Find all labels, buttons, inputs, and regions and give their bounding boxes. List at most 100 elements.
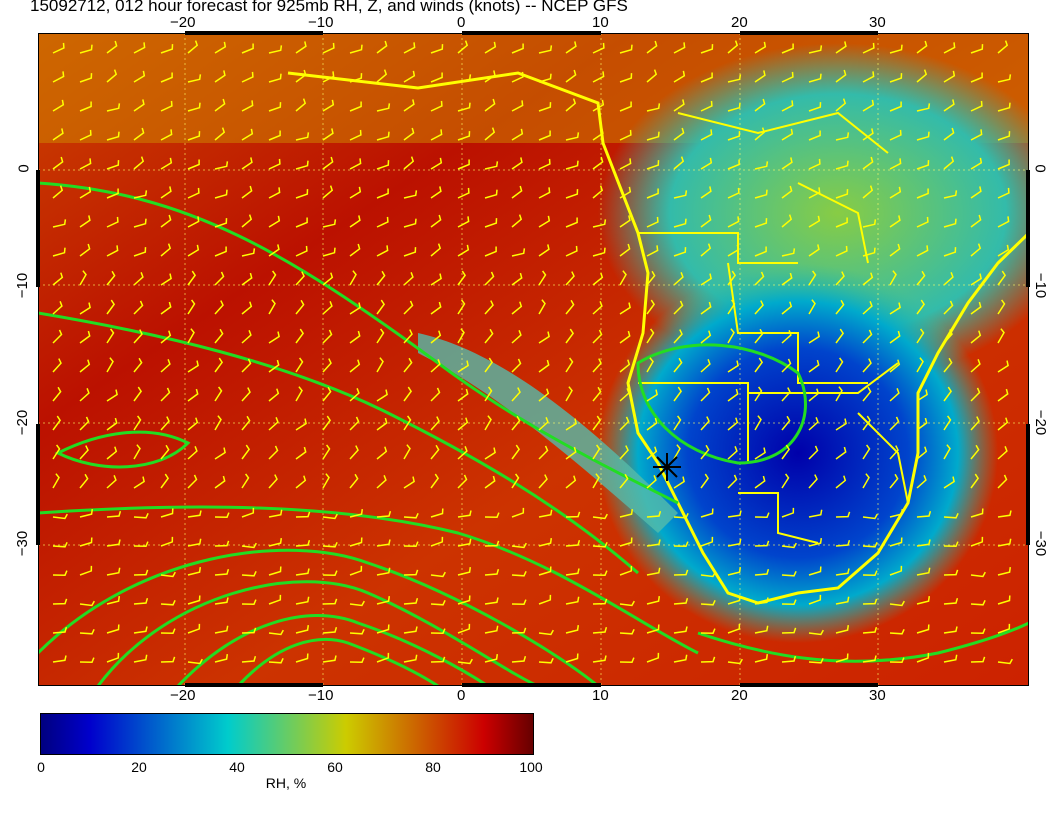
wind-barb xyxy=(268,187,281,199)
wind-barb xyxy=(295,511,311,518)
wind-barb xyxy=(592,626,608,634)
wind-barb xyxy=(565,418,577,431)
wind-barb xyxy=(484,41,497,54)
wind-barb xyxy=(592,247,606,257)
wind-barb xyxy=(646,160,660,170)
wind-barb xyxy=(997,417,1009,431)
wind-barb xyxy=(349,73,363,83)
wind-barb xyxy=(889,186,902,199)
wind-barb xyxy=(457,510,472,518)
wind-barb xyxy=(52,42,65,54)
contour-line xyxy=(38,181,679,505)
wind-barb xyxy=(808,73,822,83)
wind-barb xyxy=(889,388,900,402)
wind-barb xyxy=(214,475,226,489)
wind-barb xyxy=(970,473,980,489)
wind-barb xyxy=(403,329,413,344)
wind-barb xyxy=(862,570,878,576)
wind-barb xyxy=(592,99,605,112)
wind-barb xyxy=(52,99,65,112)
wind-barb xyxy=(754,271,765,286)
wind-barb xyxy=(781,473,790,489)
wind-barb xyxy=(673,99,685,112)
wind-barb xyxy=(376,357,384,373)
wind-barb xyxy=(889,416,900,431)
colorbar-tick: 100 xyxy=(519,759,543,775)
wind-barb xyxy=(889,508,904,518)
wind-barb xyxy=(160,473,170,489)
wind-barb xyxy=(511,655,527,663)
wind-barb xyxy=(457,623,471,634)
wind-barb xyxy=(673,444,681,460)
wind-barb xyxy=(916,103,931,112)
wind-barb xyxy=(943,99,955,112)
wind-barb xyxy=(997,270,1007,286)
wind-barb xyxy=(808,331,820,344)
wind-barb xyxy=(916,245,929,257)
wind-barb xyxy=(484,189,498,199)
wind-barb xyxy=(241,358,252,373)
wind-barb xyxy=(241,387,251,402)
wind-barb xyxy=(295,624,310,634)
wind-barb xyxy=(673,218,687,228)
wind-barb xyxy=(646,389,658,402)
wind-barb xyxy=(268,299,276,315)
wind-barb xyxy=(322,386,332,402)
contour-line xyxy=(236,637,439,686)
wind-barb xyxy=(808,359,820,373)
wind-barb xyxy=(916,446,928,460)
wind-barb xyxy=(376,69,388,83)
wind-barb xyxy=(727,244,740,257)
wind-barb xyxy=(619,359,631,373)
wind-barb xyxy=(457,159,470,170)
wind-barb xyxy=(403,218,417,228)
wind-barb xyxy=(349,330,361,344)
wind-barb xyxy=(943,42,956,54)
wind-barb xyxy=(916,160,930,170)
wind-barb xyxy=(538,417,549,431)
wind-barb xyxy=(619,101,632,112)
wind-barb xyxy=(403,386,413,402)
wind-barb xyxy=(538,388,550,402)
wind-barb xyxy=(889,73,903,83)
wind-barb xyxy=(349,445,359,460)
wind-barb xyxy=(835,299,845,315)
wind-barb xyxy=(133,654,148,663)
wind-barb xyxy=(727,74,742,83)
wind-barb xyxy=(214,415,222,431)
wind-barb xyxy=(187,474,198,489)
wind-barb xyxy=(403,626,418,634)
wind-barb xyxy=(403,247,417,257)
wind-barb xyxy=(565,511,581,518)
wind-barb xyxy=(484,475,496,489)
wind-barb xyxy=(970,387,981,402)
wind-barb xyxy=(808,187,821,199)
wind-barb xyxy=(187,623,201,634)
wind-barb xyxy=(970,273,982,286)
wind-barb xyxy=(403,597,419,605)
wind-barb xyxy=(187,102,201,112)
wind-barb xyxy=(943,476,955,489)
wind-barb xyxy=(943,357,953,373)
wind-barb xyxy=(160,571,176,578)
wind-barb xyxy=(943,218,957,228)
wind-barb xyxy=(214,41,227,54)
wind-barb xyxy=(79,600,95,607)
wind-barb xyxy=(997,566,1012,576)
wind-barb xyxy=(322,655,337,663)
wind-barb xyxy=(376,567,391,576)
wind-barb xyxy=(106,69,118,83)
wind-barb xyxy=(187,538,202,547)
wind-barb xyxy=(997,510,1012,518)
wind-barb xyxy=(754,415,762,431)
wind-barb xyxy=(754,447,766,460)
wind-barb xyxy=(160,359,171,373)
wind-barb xyxy=(160,186,172,199)
wind-barb xyxy=(781,507,795,518)
wind-barb xyxy=(700,243,712,257)
wind-barb xyxy=(808,45,823,54)
wind-barb xyxy=(862,655,877,663)
wind-barb xyxy=(295,69,307,83)
wind-barb xyxy=(916,270,926,286)
wind-barb xyxy=(106,446,118,460)
